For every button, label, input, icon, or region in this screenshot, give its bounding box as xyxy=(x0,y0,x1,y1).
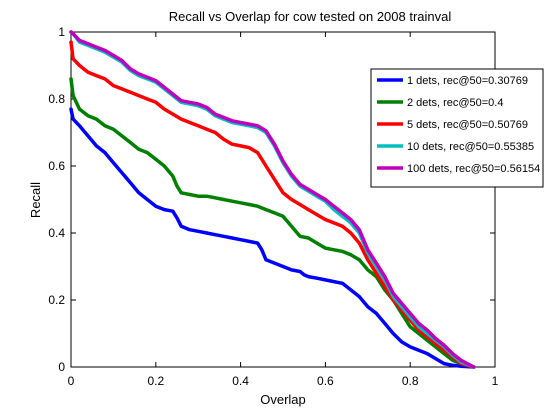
x-tick-label: 0.2 xyxy=(147,374,164,388)
y-tick-label: 0.6 xyxy=(48,159,65,173)
x-tick-label: 0 xyxy=(68,374,75,388)
y-tick-label: 1 xyxy=(58,25,65,39)
legend-label-3: 10 dets, rec@50=0.55385 xyxy=(407,141,534,153)
series-line-2 xyxy=(69,40,476,369)
x-tick-label: 0.4 xyxy=(232,374,249,388)
axis-ticks: 0 0.2 0.4 0.6 0.8 1 0 0.2 0.4 0.6 0.8 1 xyxy=(48,25,498,388)
legend-label-1: 2 dets, rec@50=0.4 xyxy=(407,97,503,109)
x-tick-label: 0.8 xyxy=(402,374,419,388)
series-line-0 xyxy=(69,107,476,369)
y-tick-label: 0.8 xyxy=(48,92,65,106)
legend: 1 dets, rec@50=0.30769 2 dets, rec@50=0.4… xyxy=(370,68,544,188)
legend-label-0: 1 dets, rec@50=0.30769 xyxy=(407,75,528,87)
x-tick-label: 0.6 xyxy=(317,374,334,388)
legend-label-2: 5 dets, rec@50=0.50769 xyxy=(407,119,528,131)
series-line-4 xyxy=(69,30,476,369)
y-tick-label: 0.2 xyxy=(48,293,65,307)
y-axis-label: Recall xyxy=(28,182,43,218)
chart-title: Recall vs Overlap for cow tested on 2008… xyxy=(169,9,452,24)
legend-label-4: 100 dets, rec@50=0.56154 xyxy=(407,163,540,175)
y-tick-label: 0 xyxy=(58,360,65,374)
series-line-1 xyxy=(69,77,476,369)
x-axis-label: Overlap xyxy=(260,392,306,407)
series-layer xyxy=(69,30,476,369)
y-tick-label: 0.4 xyxy=(48,226,65,240)
x-tick-label: 1 xyxy=(492,374,499,388)
